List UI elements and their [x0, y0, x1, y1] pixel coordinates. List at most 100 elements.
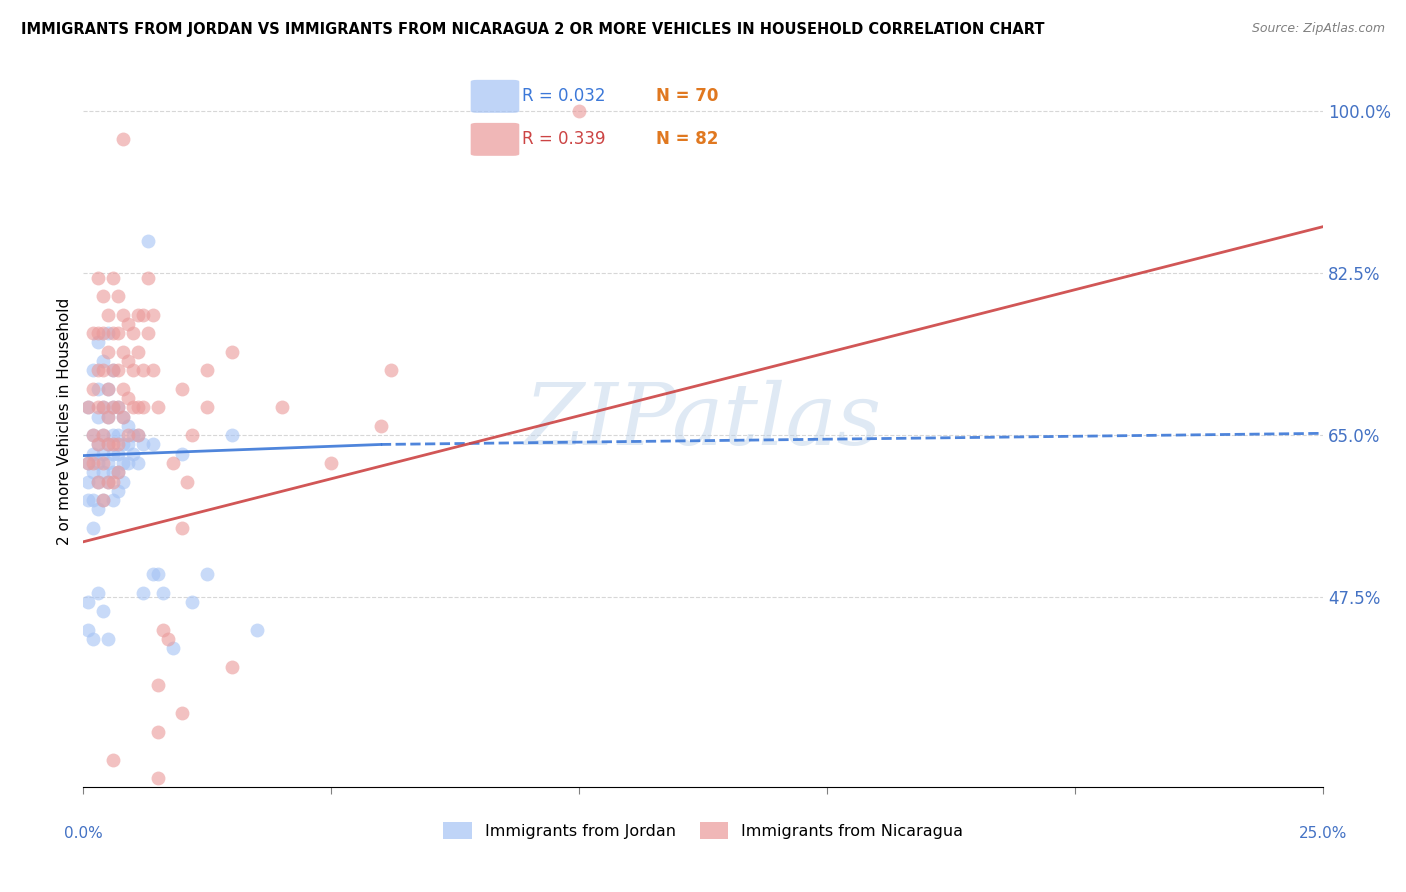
Point [87, 326, 110, 341]
Point [101, 753, 124, 767]
Point [127, 428, 149, 442]
Point [87, 409, 110, 424]
Point [77, 623, 100, 637]
Point [97, 409, 120, 424]
Point [101, 465, 124, 479]
Point [111, 382, 134, 396]
Point [77, 456, 100, 470]
Point [77, 401, 100, 415]
Point [111, 308, 134, 322]
Point [82, 447, 104, 461]
Point [176, 475, 198, 489]
Point [127, 456, 149, 470]
Legend: Immigrants from Jordan, Immigrants from Nicaragua: Immigrants from Jordan, Immigrants from … [437, 816, 970, 846]
Point [97, 326, 120, 341]
Point [101, 493, 124, 508]
Point [380, 363, 402, 377]
Point [111, 409, 134, 424]
Point [87, 456, 110, 470]
Point [107, 483, 129, 498]
Point [172, 447, 194, 461]
Point [101, 401, 124, 415]
Text: IMMIGRANTS FROM JORDAN VS IMMIGRANTS FROM NICARAGUA 2 OR MORE VEHICLES IN HOUSEH: IMMIGRANTS FROM JORDAN VS IMMIGRANTS FRO… [21, 22, 1045, 37]
Point [117, 317, 139, 331]
Point [568, 103, 591, 118]
Point [77, 595, 100, 609]
Point [142, 363, 165, 377]
Point [111, 344, 134, 359]
Point [111, 475, 134, 489]
Point [101, 475, 124, 489]
Point [172, 706, 194, 721]
Point [91, 493, 114, 508]
Point [97, 344, 120, 359]
Point [82, 465, 104, 479]
Point [117, 437, 139, 451]
Point [117, 418, 139, 433]
Point [221, 660, 243, 674]
Point [122, 447, 145, 461]
Point [91, 363, 114, 377]
Point [136, 234, 159, 248]
Point [132, 437, 155, 451]
Point [101, 326, 124, 341]
Point [195, 363, 218, 377]
Point [146, 771, 169, 785]
Point [122, 401, 145, 415]
Point [181, 428, 204, 442]
Point [87, 475, 110, 489]
Point [101, 363, 124, 377]
Point [111, 456, 134, 470]
Point [91, 401, 114, 415]
Point [101, 363, 124, 377]
Point [82, 428, 104, 442]
Point [82, 382, 104, 396]
Point [221, 344, 243, 359]
Point [142, 308, 165, 322]
Point [370, 418, 392, 433]
Point [152, 623, 174, 637]
Point [107, 363, 129, 377]
Point [77, 401, 100, 415]
Point [107, 447, 129, 461]
Point [117, 428, 139, 442]
Point [97, 632, 120, 647]
Point [321, 456, 343, 470]
Point [82, 363, 104, 377]
Point [127, 428, 149, 442]
Point [107, 465, 129, 479]
Point [127, 308, 149, 322]
Point [101, 270, 124, 285]
Point [101, 447, 124, 461]
Point [91, 493, 114, 508]
Point [82, 521, 104, 535]
Point [82, 326, 104, 341]
Point [91, 447, 114, 461]
Text: ZIPatlas: ZIPatlas [524, 380, 882, 463]
Point [132, 401, 155, 415]
Point [146, 678, 169, 692]
Point [97, 437, 120, 451]
Point [91, 604, 114, 618]
Point [87, 270, 110, 285]
Point [107, 401, 129, 415]
Point [117, 391, 139, 405]
Point [117, 354, 139, 368]
Point [107, 289, 129, 303]
Point [77, 456, 100, 470]
Point [132, 586, 155, 600]
Point [91, 456, 114, 470]
Point [87, 437, 110, 451]
Point [101, 401, 124, 415]
Point [82, 456, 104, 470]
Point [142, 567, 165, 582]
Point [195, 567, 218, 582]
Point [101, 437, 124, 451]
Point [87, 502, 110, 516]
Text: 0.0%: 0.0% [63, 826, 103, 841]
Point [77, 493, 100, 508]
Point [77, 475, 100, 489]
Point [142, 437, 165, 451]
Point [107, 428, 129, 442]
Point [132, 363, 155, 377]
